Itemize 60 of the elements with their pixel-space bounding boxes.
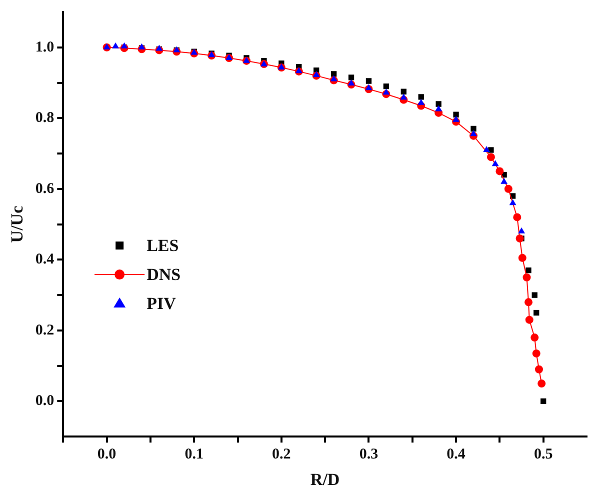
point — [486, 153, 495, 162]
point — [524, 298, 533, 306]
x-tick-label: 0.3 — [359, 446, 378, 462]
y-tick-label: 0.4 — [35, 252, 55, 268]
point — [483, 146, 490, 152]
point — [470, 130, 477, 136]
point — [452, 116, 460, 122]
y-tick-label: 0.6 — [35, 180, 55, 197]
point — [496, 167, 504, 176]
point — [525, 316, 534, 324]
point — [382, 88, 390, 95]
point — [383, 83, 390, 90]
point — [538, 380, 546, 388]
point — [348, 74, 354, 80]
point — [330, 71, 337, 77]
point — [470, 126, 476, 132]
point — [453, 112, 459, 118]
x-tick-label: 0.1 — [184, 446, 204, 462]
point — [516, 234, 524, 242]
y-tick-label: 0.2 — [35, 322, 54, 338]
point — [500, 178, 508, 184]
x-tick-label: 0.2 — [272, 446, 291, 462]
point — [312, 70, 320, 77]
point — [522, 273, 531, 282]
y-tick-label: 0.0 — [35, 393, 54, 410]
y-axis-title: U/Uc — [8, 205, 27, 243]
point — [530, 334, 539, 342]
point — [534, 310, 540, 316]
point — [504, 184, 512, 193]
legend-label: LES — [146, 236, 179, 255]
point — [492, 160, 499, 166]
point — [348, 79, 355, 86]
y-tick-label: 0.8 — [35, 110, 54, 126]
point — [436, 101, 442, 107]
y-tick-label: 1.0 — [35, 39, 54, 56]
point — [112, 42, 119, 48]
point — [366, 78, 372, 84]
x-tick-label: 0.0 — [97, 446, 116, 462]
point — [526, 267, 532, 274]
point — [418, 94, 424, 100]
point — [518, 254, 526, 262]
legend-label: DNS — [146, 264, 181, 284]
point — [532, 349, 540, 358]
point — [435, 105, 442, 112]
x-axis-title: R/D — [310, 470, 340, 490]
point — [532, 292, 538, 298]
point — [534, 365, 543, 374]
point — [120, 42, 128, 48]
point — [400, 94, 408, 100]
x-tick-label: 0.4 — [446, 446, 466, 462]
point — [540, 398, 546, 404]
point — [330, 75, 338, 82]
x-tick-label: 0.5 — [534, 446, 553, 462]
point — [400, 88, 406, 94]
point — [513, 213, 522, 222]
point — [518, 227, 525, 234]
point — [509, 199, 516, 206]
point — [418, 98, 425, 105]
point — [365, 84, 372, 90]
legend-label: PIV — [146, 294, 177, 313]
